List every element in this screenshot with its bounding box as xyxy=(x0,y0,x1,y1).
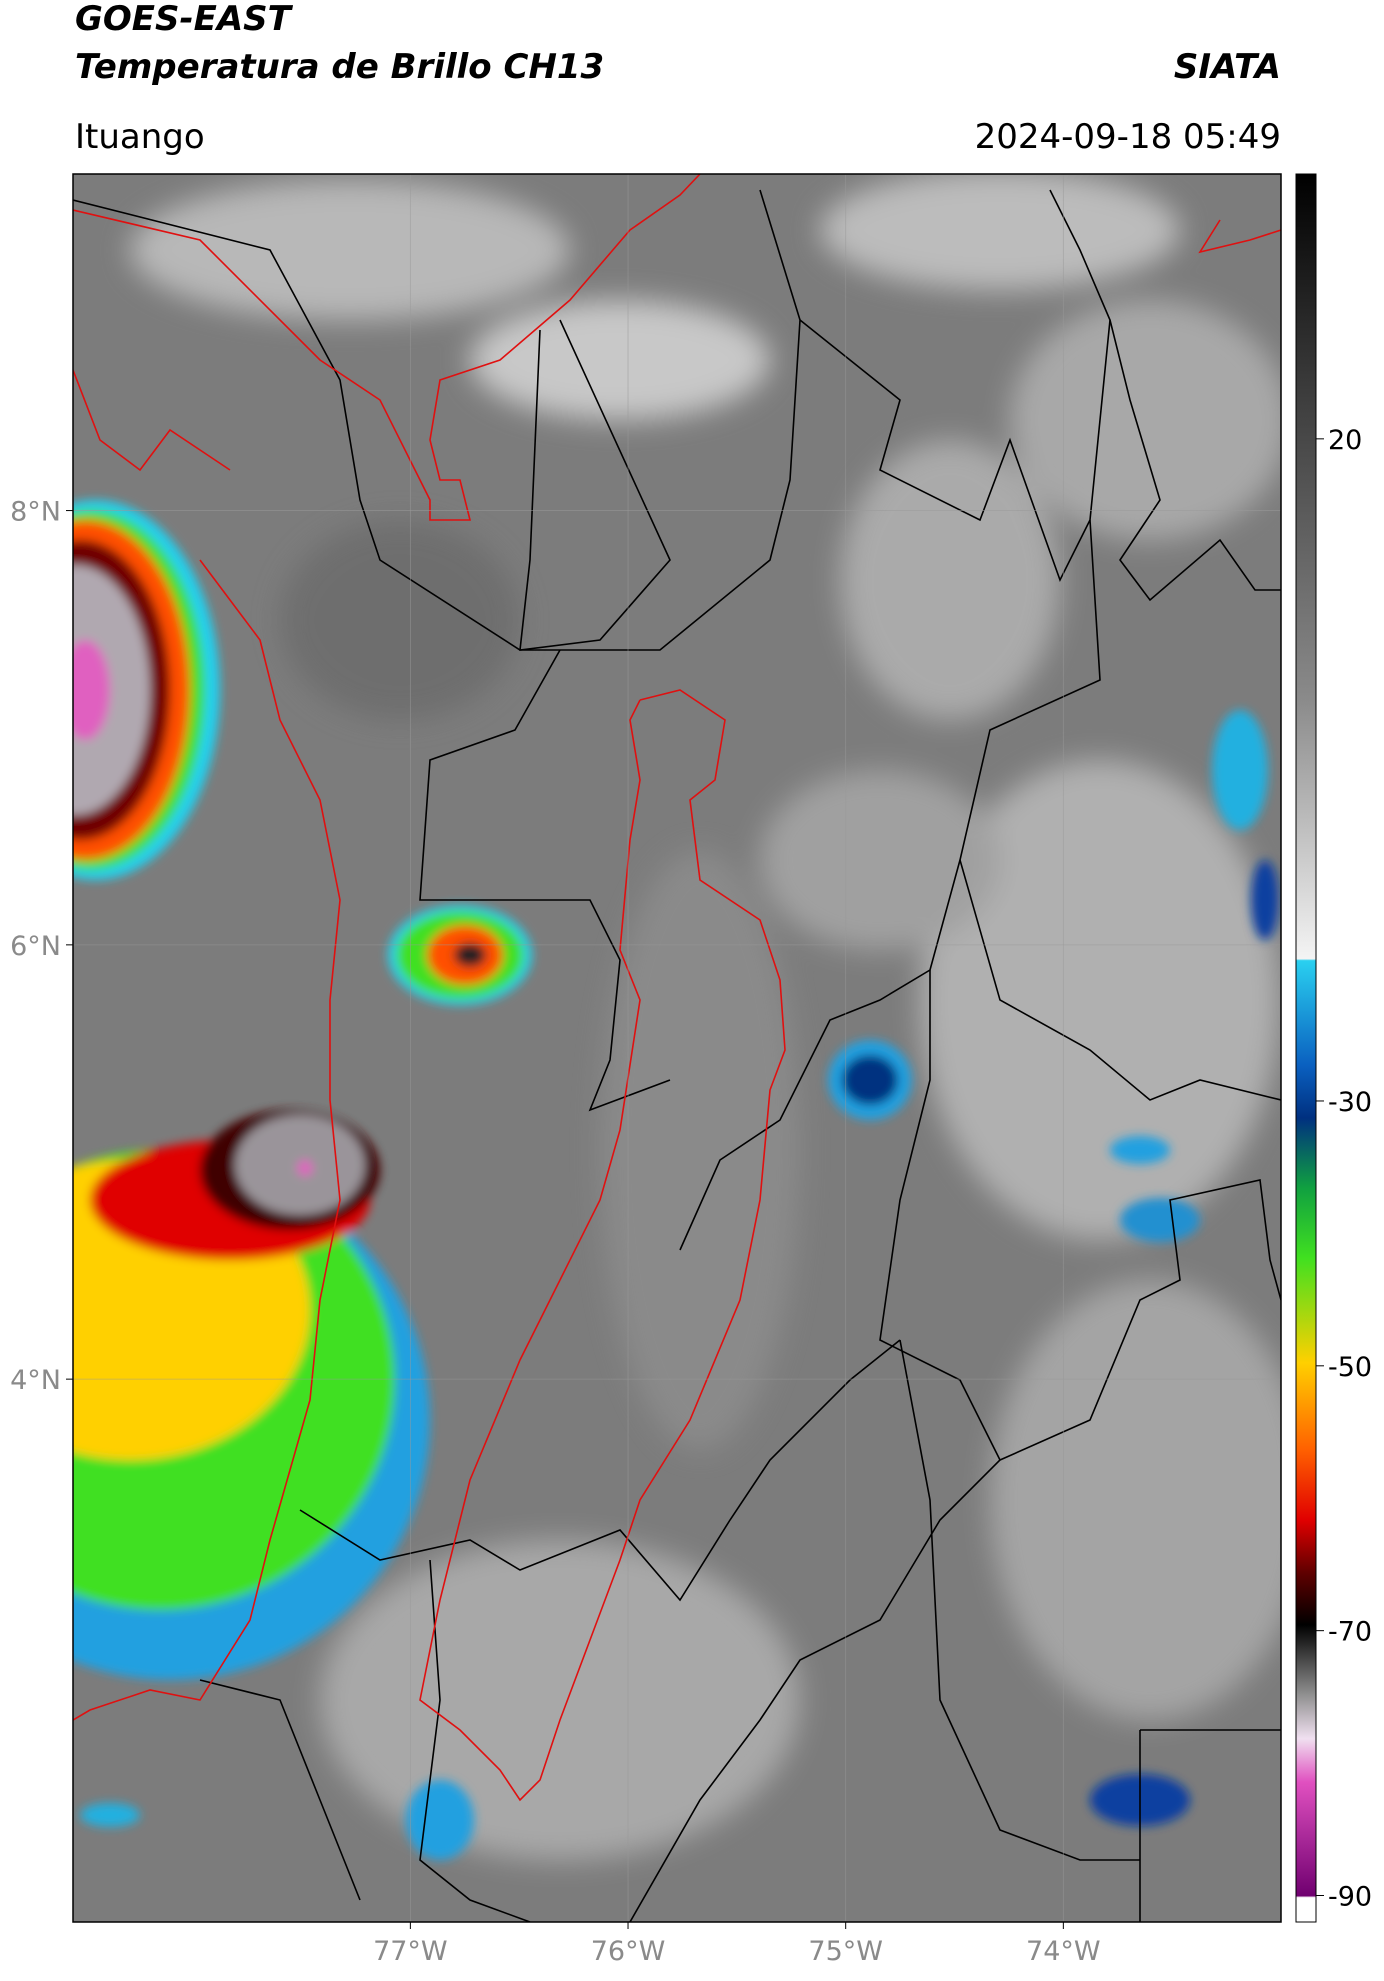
y-tick-label: 6°N xyxy=(10,931,61,962)
colorbar-tick-label: -30 xyxy=(1328,1087,1372,1118)
colorbar-tick-label: 20 xyxy=(1328,425,1362,456)
x-tick-label: 76°W xyxy=(591,1936,666,1967)
map-frame xyxy=(72,173,1282,1923)
colorbar-tick-label: -90 xyxy=(1328,1882,1372,1913)
map-imagery xyxy=(73,174,1281,1922)
colorbar xyxy=(1295,173,1317,1923)
x-tick-label: 75°W xyxy=(808,1936,883,1967)
admin-borders xyxy=(73,189,1281,1922)
y-tick-label: 4°N xyxy=(10,1365,61,1396)
colorbar-tick-label: -70 xyxy=(1328,1617,1372,1648)
x-tick-label: 77°W xyxy=(373,1936,448,1967)
axes: 77°W 76°W 75°W 74°W 8°N 6°N 4°N 20 -30 -50 -70 -90 xyxy=(10,174,1372,1967)
y-tick-label: 8°N xyxy=(10,497,61,528)
x-tick-label: 74°W xyxy=(1026,1936,1101,1967)
title: GOES-EAST xyxy=(75,0,294,39)
source: SIATA xyxy=(1174,47,1281,87)
location: Ituango xyxy=(75,117,205,157)
colorbar-tick-label: -50 xyxy=(1328,1352,1372,1383)
basin-and-coast-outline xyxy=(73,174,1281,1802)
datetime: 2024-09-18 05:49 xyxy=(975,117,1281,157)
subtitle: Temperatura de Brillo CH13 xyxy=(75,47,604,87)
storm-cells xyxy=(73,500,1279,1860)
cloud-texture xyxy=(130,174,1281,1860)
